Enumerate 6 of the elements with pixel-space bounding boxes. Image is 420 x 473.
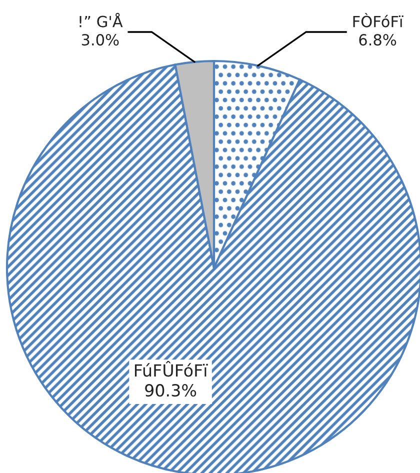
slice-label: FúFÛFóFï xyxy=(134,361,208,377)
data-label: 6.8% xyxy=(359,34,396,46)
data-label: 90.3% xyxy=(145,384,196,397)
slice-label: !” G'Å xyxy=(80,12,123,28)
slice-label: FÒFóFï xyxy=(353,12,404,28)
data-label: 3.0% xyxy=(82,34,119,46)
